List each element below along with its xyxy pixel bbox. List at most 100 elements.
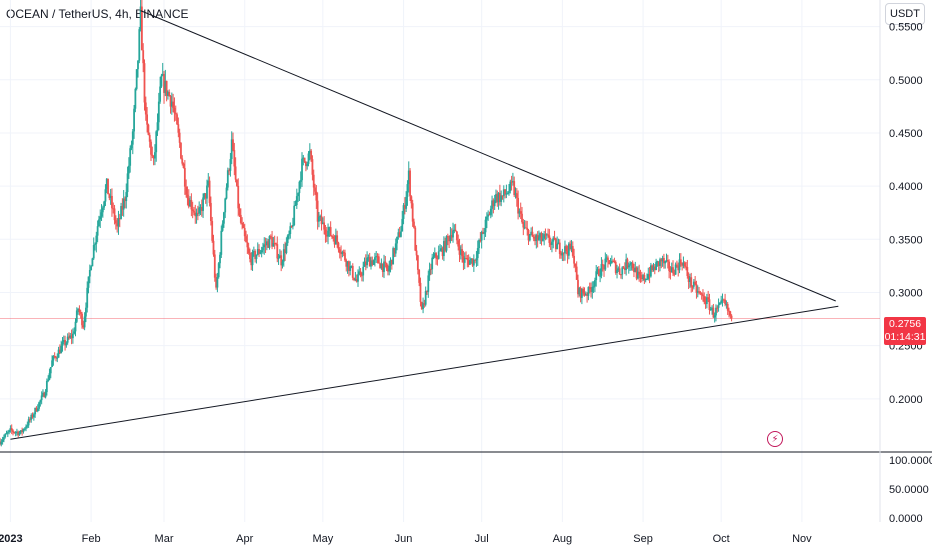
- candle-body: [142, 50, 145, 64]
- candle-body: [655, 262, 657, 271]
- candle-body: [590, 289, 592, 292]
- candle-body: [620, 274, 622, 276]
- currency-button[interactable]: USDT: [885, 3, 925, 25]
- candle-body: [17, 431, 20, 436]
- candle-body: [730, 315, 733, 319]
- candle-body: [560, 254, 562, 256]
- time-tick-label: Aug: [553, 533, 573, 545]
- candle-body: [57, 349, 60, 358]
- candle-body: [513, 181, 516, 196]
- candle-body: [631, 262, 634, 269]
- candle-body: [636, 271, 639, 279]
- candle-body: [174, 113, 177, 115]
- candle-body: [327, 230, 329, 237]
- candle-body: [107, 178, 109, 195]
- candle-body: [493, 200, 496, 207]
- candle-body: [724, 299, 726, 304]
- candle-body: [351, 265, 354, 278]
- candle-body: [220, 230, 223, 255]
- candle-body: [114, 220, 117, 224]
- candle-body: [469, 260, 471, 265]
- candle-body: [31, 414, 34, 418]
- candle-body: [428, 268, 431, 276]
- candle-body: [605, 257, 608, 259]
- candle-body: [68, 336, 70, 338]
- candle-body: [82, 325, 85, 328]
- candle-body: [86, 287, 89, 308]
- candle-body: [90, 266, 93, 270]
- time-tick-label: 2023: [0, 533, 23, 545]
- candle-body: [249, 252, 251, 259]
- candle-body: [230, 139, 233, 160]
- candle-body: [613, 261, 616, 263]
- candle-body: [48, 373, 51, 380]
- candle-body: [718, 302, 721, 305]
- candle-body: [370, 260, 372, 267]
- candle-body: [695, 284, 698, 293]
- candle-body: [502, 189, 505, 196]
- candle-body: [708, 299, 711, 310]
- candle-body: [406, 184, 409, 197]
- candle-body: [396, 236, 398, 244]
- candle-body: [405, 196, 408, 209]
- candle-body: [139, 6, 142, 30]
- candle-body: [354, 279, 357, 281]
- candle-body: [294, 205, 297, 207]
- candle-body: [298, 181, 301, 194]
- candle-body: [193, 210, 195, 213]
- candle-body: [612, 260, 615, 262]
- volume-tick-label: 50.0000: [889, 484, 929, 496]
- candle-body: [573, 255, 575, 264]
- candle-body: [381, 263, 384, 272]
- candle-body: [45, 380, 48, 393]
- candle-body: [400, 231, 402, 237]
- candle-body: [454, 229, 457, 232]
- candle-body: [91, 258, 94, 267]
- candle-body: [5, 433, 8, 435]
- candle-body: [156, 122, 159, 132]
- candle-body: [219, 254, 221, 264]
- candle-body: [407, 170, 410, 185]
- candle-body: [338, 249, 341, 254]
- candle-body: [324, 229, 327, 235]
- candle-body: [610, 260, 613, 264]
- candle-body: [286, 235, 289, 244]
- volume-tick-label: 100.0000: [889, 455, 932, 467]
- candle-body: [646, 278, 648, 280]
- candle-body: [316, 200, 319, 222]
- candle-body: [293, 205, 296, 226]
- candle-body: [22, 429, 25, 432]
- candle-body: [359, 271, 362, 276]
- candle-body: [548, 235, 551, 243]
- candle-body: [416, 255, 419, 270]
- chart-legend[interactable]: OCEAN / TetherUS, 4h, BINANCE: [6, 7, 189, 21]
- candle-body: [83, 316, 86, 328]
- candle-body: [410, 196, 413, 204]
- candle-body: [318, 216, 320, 222]
- candle-body: [321, 222, 324, 225]
- candle-body: [224, 198, 227, 213]
- candle-body: [187, 198, 190, 207]
- candle-body: [692, 281, 695, 287]
- candle-body: [127, 165, 130, 174]
- price-tick-label: 0.4000: [889, 181, 923, 193]
- candle-body: [536, 235, 539, 240]
- candle-body: [367, 257, 370, 259]
- candle-body: [439, 250, 441, 252]
- candle-body: [427, 275, 430, 292]
- candle-body: [577, 279, 579, 295]
- candle-body: [517, 197, 520, 214]
- candle-body: [23, 428, 26, 430]
- candle-body: [164, 80, 167, 93]
- candle-body: [58, 349, 61, 354]
- candle-body: [423, 303, 426, 305]
- candle-body: [633, 268, 635, 273]
- candle-body: [120, 206, 122, 219]
- candle-body: [211, 221, 214, 241]
- candle-body: [574, 263, 577, 267]
- lightning-icon[interactable]: ⚡: [767, 431, 783, 447]
- candle-body: [709, 308, 712, 310]
- candle-body: [635, 267, 638, 279]
- candle-body: [558, 242, 561, 255]
